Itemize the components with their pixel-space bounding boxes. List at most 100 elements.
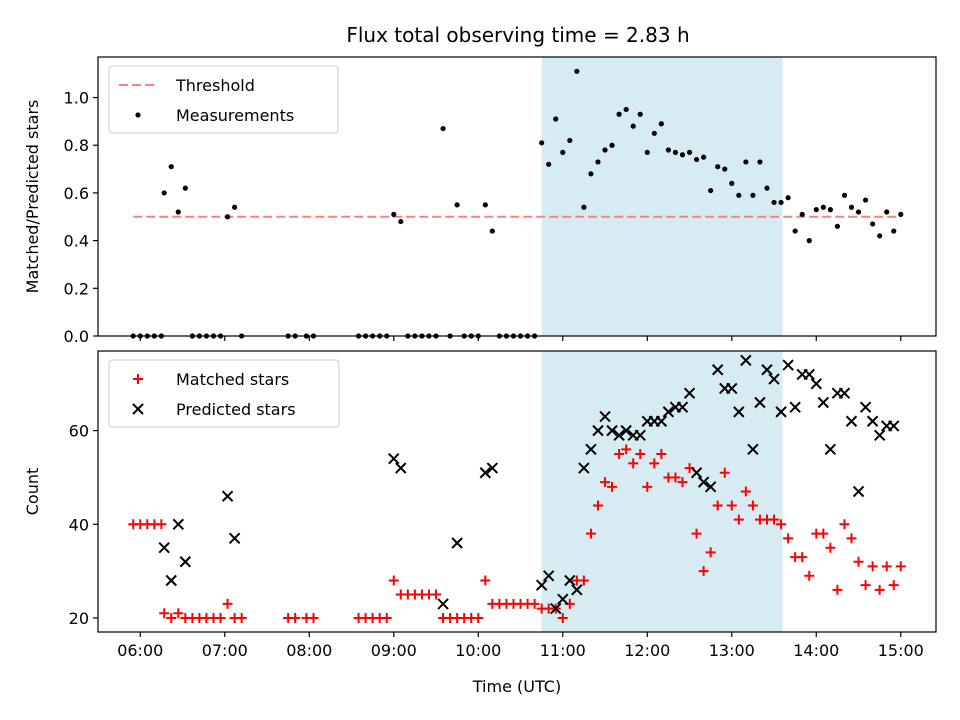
data-point	[853, 556, 864, 567]
y-axis-label: Count	[23, 468, 42, 516]
data-point	[838, 387, 851, 399]
data-point	[606, 424, 618, 437]
data-point	[616, 111, 622, 117]
data-point	[670, 472, 681, 483]
data-point	[168, 164, 174, 170]
data-point	[571, 584, 583, 596]
data-point	[592, 500, 603, 511]
data-point	[600, 477, 611, 488]
data-point	[607, 481, 618, 492]
data-point	[740, 486, 751, 497]
data-point	[560, 149, 566, 155]
data-point	[480, 575, 491, 586]
data-point	[818, 528, 829, 539]
data-point	[614, 449, 625, 460]
data-point	[825, 542, 836, 553]
data-point	[431, 589, 442, 600]
x-tick-label: 09:00	[371, 641, 417, 660]
data-point	[852, 485, 865, 498]
x-tick-label: 14:00	[793, 641, 839, 660]
data-point	[473, 612, 484, 623]
legend-swatch	[132, 403, 144, 415]
data-point	[221, 490, 234, 502]
data-point	[451, 537, 463, 549]
data-point	[783, 533, 794, 544]
data-point	[776, 519, 787, 530]
data-point	[679, 152, 686, 158]
data-point	[873, 429, 886, 442]
x-axis-label: Time (UTC)	[472, 677, 561, 696]
data-point	[486, 462, 499, 474]
data-point	[395, 462, 407, 474]
data-point	[866, 415, 879, 427]
x-tick-label: 06:00	[117, 641, 163, 660]
data-point	[482, 202, 488, 208]
data-point	[546, 161, 552, 167]
data-point	[804, 570, 815, 581]
data-point	[862, 197, 869, 203]
data-point	[398, 218, 404, 225]
data-point	[578, 462, 590, 474]
data-point	[855, 209, 862, 215]
data-point	[754, 396, 766, 409]
data-point	[693, 156, 700, 163]
data-point	[232, 204, 238, 210]
data-point	[877, 233, 883, 239]
data-point	[690, 467, 703, 479]
legend: Matched stars Predicted stars	[108, 359, 340, 428]
plot-frame	[97, 350, 937, 633]
data-point	[797, 552, 808, 563]
data-point	[658, 121, 664, 127]
data-point	[437, 598, 449, 610]
data-point	[792, 228, 798, 234]
data-point	[655, 415, 668, 427]
data-point	[789, 401, 801, 413]
data-point	[708, 187, 714, 194]
data-point	[743, 159, 749, 165]
data-point	[595, 159, 601, 165]
data-point	[859, 401, 872, 413]
data-point	[581, 204, 587, 210]
data-point	[529, 598, 540, 609]
data-point	[764, 185, 770, 191]
data-point	[782, 359, 794, 371]
data-point	[726, 500, 737, 511]
data-point	[677, 477, 688, 488]
data-point	[860, 580, 871, 591]
bottom-panel: 20 40 60 06:00 07:00 08:00 09:00 10:00 11:00 12:0…	[23, 350, 937, 696]
data-point	[813, 207, 819, 213]
y-tick-label: 40	[69, 515, 89, 534]
data-point	[165, 574, 177, 587]
data-point	[651, 130, 657, 136]
data-point	[881, 561, 892, 572]
data-point	[585, 528, 596, 539]
data-point	[768, 373, 780, 385]
data-point	[757, 159, 763, 165]
legend-label: Matched stars	[176, 370, 289, 389]
data-point	[557, 612, 568, 623]
data-point	[602, 147, 608, 153]
data-point	[479, 467, 492, 479]
data-point	[895, 561, 906, 572]
data-point	[623, 106, 629, 113]
data-point	[726, 382, 738, 395]
data-point	[711, 364, 724, 376]
data-point	[634, 429, 646, 442]
data-point	[848, 204, 855, 210]
shaded-interval	[541, 57, 783, 336]
legend-box	[108, 65, 339, 134]
data-point	[236, 612, 247, 623]
data-point	[578, 575, 589, 586]
legend-label: Measurements	[176, 106, 294, 125]
data-point	[832, 584, 843, 595]
data-point	[705, 547, 716, 558]
data-point	[761, 364, 773, 376]
x-tick-label: 07:00	[202, 641, 248, 660]
plot-frame	[97, 56, 937, 337]
x-tick-label: 12:00	[624, 641, 670, 660]
data-point	[691, 528, 702, 539]
data-point	[839, 519, 850, 530]
data-point	[613, 429, 625, 442]
legend-label: Threshold	[175, 76, 255, 95]
data-point	[166, 612, 177, 623]
